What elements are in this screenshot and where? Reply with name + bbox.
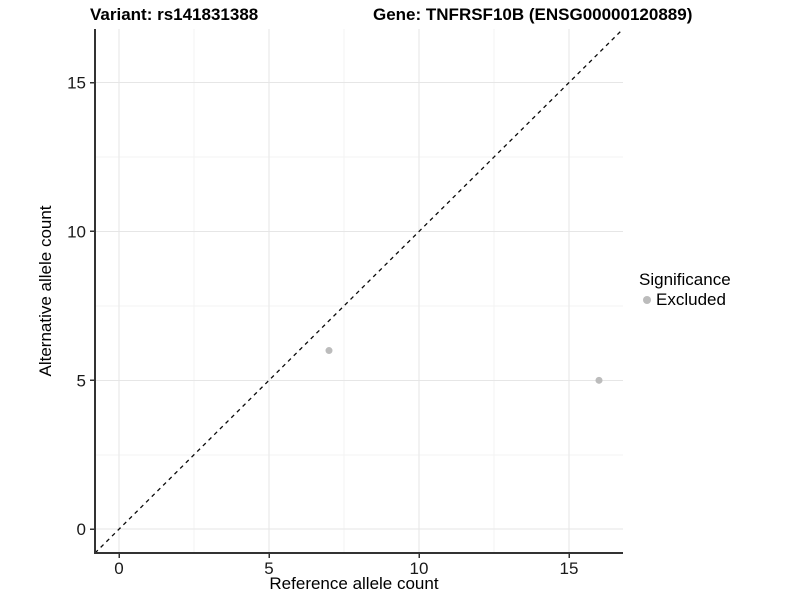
x-tick-label: 10 (410, 559, 429, 578)
legend-title: Significance (639, 270, 731, 289)
variant-title: Variant: rs141831388 (90, 5, 259, 24)
legend-item-label: Excluded (656, 290, 726, 309)
legend: Significance Excluded (639, 270, 731, 309)
gene-title: Gene: TNFRSF10B (ENSG00000120889) (373, 5, 693, 24)
y-tick-label: 15 (67, 74, 86, 93)
data-point (595, 376, 603, 384)
x-tick-label: 5 (264, 559, 273, 578)
y-tick-label: 0 (77, 520, 86, 539)
x-tick-label: 15 (560, 559, 579, 578)
y-axis-title: Alternative allele count (36, 205, 55, 376)
legend-item-excluded: Excluded (639, 291, 731, 309)
x-axis-title: Reference allele count (269, 574, 438, 593)
x-tick-label: 0 (114, 559, 123, 578)
y-tick-label: 10 (67, 222, 86, 241)
data-point (325, 347, 333, 355)
legend-point-icon (643, 296, 651, 304)
y-tick-label: 5 (77, 371, 86, 390)
identity-dashed-line (94, 28, 624, 554)
